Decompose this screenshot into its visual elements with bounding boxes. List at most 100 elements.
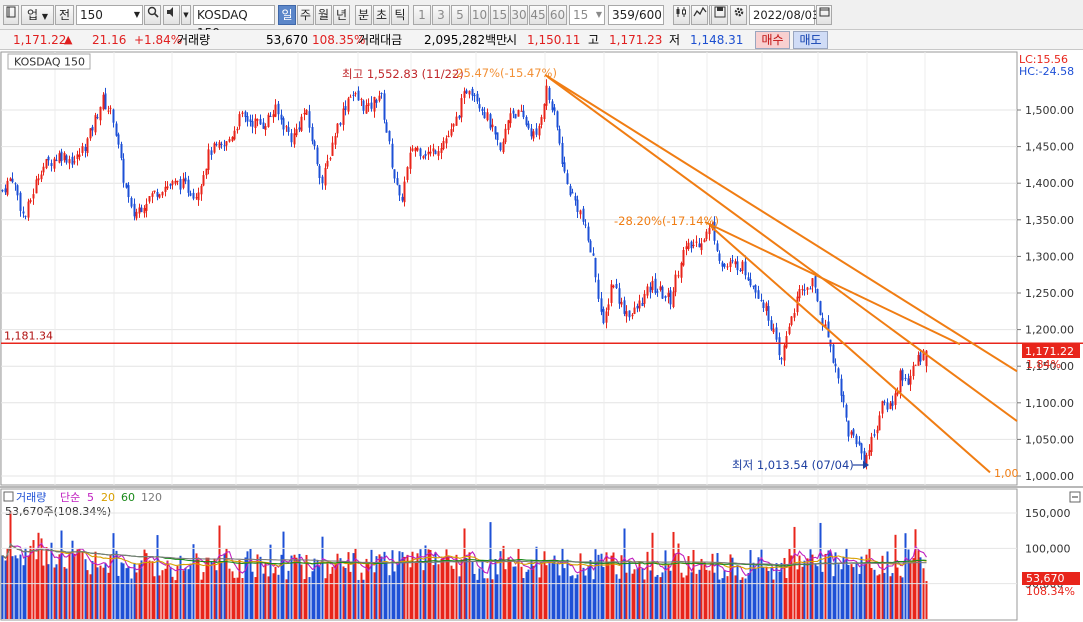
high-annotation: 최고 1,552.83 (11/22) — [342, 67, 464, 81]
candle-body — [143, 207, 146, 214]
volume-bar — [811, 554, 814, 619]
candle-body — [9, 178, 12, 181]
chevron-down-icon[interactable]: ▼ — [133, 10, 140, 19]
volume-bar — [45, 547, 48, 619]
interval-10[interactable]: 10 — [470, 5, 489, 25]
save-icon[interactable] — [711, 5, 728, 25]
volume-bar — [156, 535, 159, 619]
candle-body — [27, 201, 30, 218]
candle-body — [135, 211, 138, 219]
volume-bar — [641, 568, 644, 619]
volume-bar — [383, 551, 386, 619]
chevron-down-icon[interactable]: ▼ — [181, 5, 191, 25]
volume-bar — [349, 571, 352, 619]
tab-week[interactable]: 주 — [297, 5, 314, 25]
volume-bar — [267, 576, 270, 619]
candle-body — [76, 154, 79, 159]
candle-tool-icon[interactable] — [673, 5, 690, 25]
window-icon[interactable] — [3, 5, 19, 25]
candle-body — [89, 128, 92, 139]
tab-day[interactable]: 일 — [278, 5, 296, 25]
interval-45[interactable]: 45 — [529, 5, 547, 25]
collapse-icon[interactable] — [1069, 491, 1081, 503]
candle-body — [344, 106, 347, 110]
tab-second[interactable]: 초 — [373, 5, 390, 25]
before-button[interactable]: 전 — [55, 5, 74, 25]
trend-line[interactable] — [704, 221, 961, 346]
candle-body — [225, 141, 228, 146]
volume-bar — [427, 549, 430, 619]
count-field[interactable]: 359/600 — [608, 5, 664, 25]
volume-bar — [280, 554, 283, 619]
candle-body — [594, 257, 597, 278]
candle-body — [914, 364, 917, 366]
volume-bar — [339, 558, 342, 619]
quote-bar: 1,171.22 ▲ 21.16 +1.84% 거래량 53,670 108.3… — [0, 30, 1083, 50]
candle-body — [300, 116, 303, 131]
candle-body — [414, 147, 417, 152]
gear-icon[interactable] — [730, 5, 747, 25]
speaker-icon[interactable] — [163, 5, 180, 25]
volume-bar — [661, 572, 664, 619]
interval-30[interactable]: 30 — [510, 5, 528, 25]
volume-bar — [357, 579, 360, 619]
volume-bar — [556, 563, 559, 619]
interval-5[interactable]: 5 — [451, 5, 469, 25]
trend-line[interactable] — [547, 76, 1018, 422]
sell-button[interactable]: 매도 — [793, 31, 828, 49]
volume-bar — [912, 558, 915, 619]
volume-bar — [107, 572, 110, 619]
candle-body — [780, 358, 783, 360]
buy-button[interactable]: 매수 — [755, 31, 790, 49]
volume-bar — [919, 557, 922, 619]
candle-body — [228, 139, 231, 142]
volume-bar — [133, 562, 136, 619]
interval-1[interactable]: 1 — [413, 5, 431, 25]
volume-bar — [483, 578, 486, 619]
interval-15[interactable]: 15 — [490, 5, 509, 25]
chevron-down-icon[interactable]: ▼ — [595, 10, 602, 19]
trend-lines[interactable] — [544, 74, 1018, 474]
volume-current-text: 53,670주(108.34%) — [5, 505, 111, 518]
volume-bar — [692, 549, 695, 619]
volume-bar — [452, 568, 455, 619]
indicator-tool-icon[interactable] — [691, 5, 708, 25]
volume-bar — [329, 573, 332, 619]
trend-line[interactable] — [544, 74, 1018, 373]
volume-bar — [878, 574, 881, 619]
interval-3[interactable]: 3 — [432, 5, 450, 25]
candle-body — [551, 101, 554, 110]
candle-body — [907, 378, 910, 385]
calendar-icon[interactable] — [816, 5, 832, 25]
tab-month[interactable]: 월 — [315, 5, 332, 25]
candle-body — [538, 125, 541, 136]
volume-current-tag — [1022, 572, 1080, 585]
candle-body — [151, 193, 154, 197]
trend-line[interactable] — [709, 224, 991, 474]
sector-select[interactable]: 업 ▼ — [21, 5, 54, 25]
volume-bar — [305, 554, 308, 619]
candle-body — [78, 154, 81, 157]
volume-bar — [223, 553, 226, 619]
volume-bar — [63, 567, 66, 619]
candle-body — [819, 301, 822, 316]
price-axis: 1,500.00 1,450.00 1,400.00 1,350.00 1,300.00… — [1017, 104, 1074, 483]
search-icon[interactable] — [144, 5, 161, 25]
volume-bar — [259, 556, 262, 619]
volume-bar — [35, 559, 38, 619]
custom-interval-input[interactable]: 15 ▼ — [569, 5, 605, 25]
volume-bar — [192, 544, 195, 619]
interval-60[interactable]: 60 — [548, 5, 567, 25]
candle-body — [19, 192, 22, 211]
stock-chart[interactable]: 1,181.34 최고 1,552.83 (11/22) -25.47%(-15… — [0, 50, 1083, 622]
volume-bar — [842, 556, 845, 619]
candle-body — [24, 215, 27, 217]
code-input[interactable]: 150 ▼ — [76, 5, 143, 25]
tab-year[interactable]: 년 — [333, 5, 350, 25]
price-tick-label: 1,450.00 — [1025, 141, 1074, 154]
candle-body — [4, 188, 7, 193]
volume-bar — [220, 562, 223, 619]
date-input[interactable]: 2022/08/03 — [749, 5, 819, 25]
tab-tick[interactable]: 틱 — [391, 5, 409, 25]
tab-minute[interactable]: 분 — [355, 5, 372, 25]
